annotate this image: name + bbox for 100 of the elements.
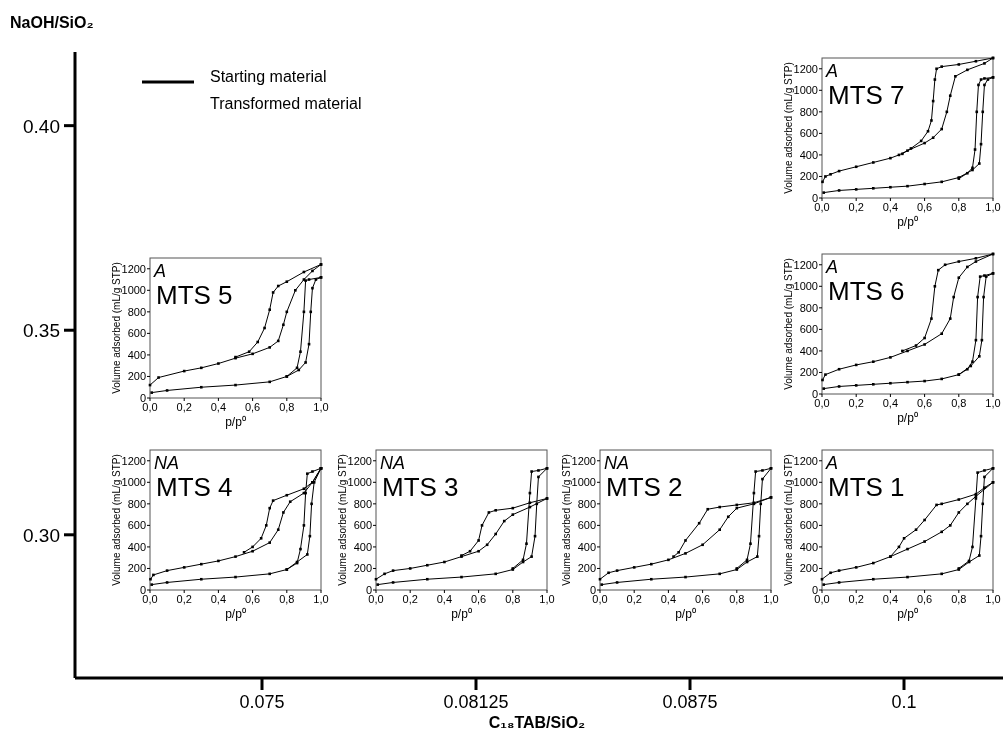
x-tick-label: 0,2 [176,593,192,605]
y-tick-label: 1200 [121,454,146,467]
x-axis-title: p/p⁰ [225,607,246,621]
x-tick-label: 0,0 [814,593,830,605]
y-tick-label: 600 [799,519,818,532]
x-axis-title: p/p⁰ [225,415,246,429]
annotation: Starting material [210,68,327,85]
y-tick-label: 0 [365,584,372,596]
x-axis-title: p/p⁰ [451,607,472,621]
x-tick-label: 0,6 [244,593,261,605]
x-tick-label: 0,8 [279,401,295,413]
y-tick-label: 1000 [121,284,146,297]
x-tick-label: 0,4 [210,401,227,413]
annotation: Transformed material [210,95,362,112]
y-tick-label: 0 [589,584,596,596]
x-tick-label: 1,0 [313,593,329,605]
x-tick-label: 0,8 [951,201,967,213]
x-tick-label: 1,0 [985,397,1001,409]
x-tick-label: 0,2 [176,401,192,413]
y-tick-label: 800 [353,497,372,510]
x-tick-label: 0,2 [626,593,642,605]
x-tick-label: 0,6 [916,397,933,409]
y-tick-label: 0.30 [23,524,60,546]
text: MTS 6 [828,276,905,306]
x-axis-title: p/p⁰ [897,215,918,229]
y-tick-label: 800 [577,497,596,510]
x-tick-label: 0,8 [951,397,967,409]
text: MTS 7 [828,80,905,110]
x-tick-label: 0,0 [368,593,384,605]
y-axis-title: Volume adsorbed (mL/g STP) [783,454,794,586]
y-tick-label: 1200 [121,262,146,275]
y-tick-label: 600 [127,327,146,340]
y-tick-label: 1200 [793,62,818,75]
y-tick-label: 0 [139,584,146,596]
x-tick-label: 0,4 [882,397,899,409]
x-tick-label: 0,2 [848,593,864,605]
x-tick-label: 0,0 [142,593,158,605]
x-tick-label: 0,8 [279,593,295,605]
y-tick-label: 200 [799,366,818,379]
chart-subtitle: A [153,261,167,281]
y-tick-label: 800 [799,105,818,118]
x-tick-label: 0,6 [916,201,933,213]
x-tick-label: 0,6 [916,593,933,605]
y-axis-title: Volume adsorbed (mL/g STP) [337,454,348,586]
y-tick-label: 1200 [571,454,596,467]
x-tick-label: 0,0 [592,593,608,605]
x-tick-label: 0,8 [729,593,745,605]
y-tick-label: 800 [127,497,146,510]
x-tick-label: 1,0 [985,593,1001,605]
y-tick-label: 200 [127,562,146,575]
x-tick-label: 0,4 [660,593,677,605]
y-tick-label: 0 [811,192,818,204]
x-tick-label: 0,4 [436,593,453,605]
x-tick-label: 0,8 [505,593,521,605]
y-tick-label: 1000 [793,476,818,489]
x-tick-label: 0,0 [814,201,830,213]
y-tick-label: 0.40 [23,115,60,137]
y-tick-label: 600 [353,519,372,532]
y-tick-label: 0 [139,392,146,404]
x-tick-label: 0.075 [239,692,285,712]
y-tick-label: 1200 [347,454,372,467]
x-tick-label: 0,2 [402,593,418,605]
x-tick-label: 0,6 [244,401,261,413]
y-axis-title: Volume adsorbed (mL/g STP) [111,454,122,586]
y-tick-label: 0 [811,388,818,400]
y-tick-label: 1200 [793,258,818,271]
x-axis-title: p/p⁰ [675,607,696,621]
x-tick-label: 0.1 [891,692,917,712]
y-axis-title: Volume adsorbed (mL/g STP) [561,454,572,586]
text: MTS 5 [156,280,233,310]
y-axis-title: NaOH/SiO₂ [10,14,94,31]
x-tick-label: 0.08125 [443,692,509,712]
y-tick-label: 1000 [793,84,818,97]
y-tick-label: 800 [127,305,146,318]
y-tick-label: 400 [577,540,596,553]
y-tick-label: 400 [799,344,818,357]
x-tick-label: 0,0 [142,401,158,413]
x-tick-label: 0,4 [882,593,899,605]
x-tick-label: 0,2 [848,397,864,409]
y-tick-label: 800 [799,497,818,510]
y-tick-label: 200 [799,562,818,575]
x-tick-label: 0,0 [814,397,830,409]
x-axis-title: p/p⁰ [897,607,918,621]
x-axis-title: C₁₈TAB/SiO₂ [488,714,586,730]
y-axis-title: Volume adsorbed (mL/g STP) [783,258,794,390]
y-tick-label: 600 [799,127,818,140]
x-tick-label: 0,6 [470,593,487,605]
y-tick-label: 1200 [793,454,818,467]
y-tick-label: 200 [799,170,818,183]
x-tick-label: 0.0875 [662,692,718,712]
y-tick-label: 600 [799,323,818,336]
chart-subtitle: A [825,453,839,473]
y-tick-label: 200 [353,562,372,575]
y-tick-label: 400 [799,148,818,161]
y-tick-label: 200 [127,370,146,383]
y-tick-label: 1000 [571,476,596,489]
chart-subtitle: A [825,257,839,277]
y-tick-label: 400 [799,540,818,553]
x-tick-label: 1,0 [313,401,329,413]
y-tick-label: 400 [127,348,146,361]
